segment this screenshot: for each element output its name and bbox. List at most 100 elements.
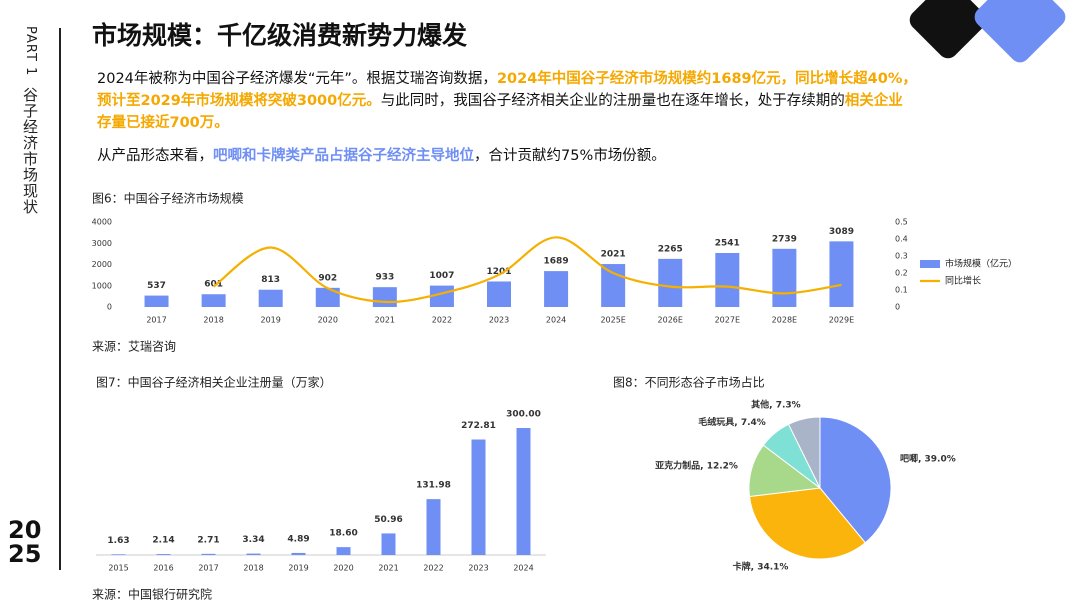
data-label: 2739 [772,234,797,244]
x-tick-label: 2023 [489,316,509,325]
title: 市场规模：千亿级消费新势力爆发 [92,21,468,50]
data-label: 933 [375,273,394,283]
bar [426,499,441,555]
bar [471,439,486,555]
x-tick-label: 2029E [829,316,854,325]
text: 与此同时，我国谷子经济相关企业的注册量也在逐年增长，处于存续期的 [380,93,845,109]
y2-tick-label: 0.1 [895,286,908,295]
x-tick-label: 2022 [432,316,452,325]
data-label: 1007 [429,271,454,281]
x-tick-label: 2017 [198,564,218,573]
x-tick-label: 2024 [513,564,533,573]
text: 从产品形态来看， [97,148,213,164]
bar [111,554,126,555]
data-label: 902 [318,273,337,283]
highlight: 相关企业存量已接近700万。 [97,93,903,131]
year-top: 20 [8,516,42,544]
data-label: 4.89 [287,534,309,544]
paragraph: 2024年被称为中国谷子经济爆发“元年”。根据艾瑞咨询数据，2024年中国谷子经… [97,68,917,134]
x-tick-label: 2028E [772,316,797,325]
data-label: 1201 [486,267,511,277]
bar [372,287,397,307]
bar [381,533,396,555]
bar [315,287,340,307]
bar [258,289,283,307]
data-label: 2.71 [197,535,219,545]
legend-label: 市场规模（亿元） [945,258,1017,270]
x-tick-label: 2019 [288,564,308,573]
y-tick-label: 1000 [92,281,112,290]
y-tick-label: 4000 [92,218,112,227]
x-tick-label: 2018 [243,564,263,573]
y-tick-label: 0 [107,303,112,312]
bar [336,547,351,555]
bar [487,281,511,307]
slice [787,416,821,489]
data-label: 18.60 [329,529,357,539]
data-label: 2541 [715,239,740,249]
x-tick-label: 2016 [153,564,173,573]
y2-tick-label: 0.3 [895,252,908,261]
chart-title: 图6：中国谷子经济市场规模 [92,191,244,206]
section: 谷子经济市场现状 [21,86,39,215]
data-label: 2021 [601,250,626,260]
y2-tick-label: 0.2 [895,269,908,278]
bar [201,553,216,555]
data-label: 813 [261,275,280,285]
bar [201,294,226,307]
x-tick-label: 2017 [146,316,166,325]
bar [544,271,569,307]
x-tick-label: 2024 [546,316,566,325]
highlight: 吧唧和卡牌类产品占据谷子经济主导地位 [213,148,474,164]
bar [144,295,169,307]
y2-tick-label: 0.4 [895,235,908,244]
text: 2024年被称为中国谷子经济爆发“元年”。根据艾瑞咨询数据， [97,71,497,87]
x-tick-label: 2027E [715,316,740,325]
x-tick-label: 2021 [375,316,395,325]
chart-title: 图8：不同形态谷子市场占比 [613,375,765,390]
bar [246,553,261,555]
y-tick-label: 2000 [92,260,112,269]
data-label: 2.14 [152,536,174,546]
data-label: 1689 [544,257,569,267]
x-tick-label: 2021 [378,564,398,573]
bar [715,253,740,307]
slice [819,416,892,544]
data-label: 300.00 [506,410,541,420]
bar [658,258,683,307]
legend-swatch [920,260,940,268]
x-tick-label: 2019 [261,316,281,325]
source: 来源：艾瑞咨询 [92,339,176,354]
x-tick-label: 2025E [600,316,625,325]
data-label: 537 [147,281,166,291]
data-label: 卡牌, 34.1% [733,560,789,572]
x-tick-label: 2022 [423,564,443,573]
bar [772,248,797,307]
data-label: 272.81 [461,421,496,431]
data-label: 3.34 [242,535,264,545]
bar [516,428,531,555]
bar [291,552,306,555]
deco-black [909,0,987,59]
year: 20 25 [8,518,41,566]
data-label: 吧唧, 39.0% [900,454,956,465]
paragraph: 从产品形态来看，吧唧和卡牌类产品占据谷子经济主导地位，合计贡献约75%市场份额。 [97,145,917,167]
data-label: 亚克力制品, 12.2% [655,459,738,471]
data-label: 50.96 [374,515,402,525]
data-label: 2265 [658,244,683,254]
x-tick-label: 2026E [658,316,683,325]
legend-label: 同比增长 [945,275,981,287]
year-bottom: 25 [8,540,42,568]
data-label: 131.98 [416,481,451,491]
deco-blue [974,0,1066,63]
x-tick-label: 2015 [108,564,128,573]
bar [601,264,626,307]
data-label: 601 [204,280,223,290]
text: ，合计贡献约75%市场份额。 [474,148,666,164]
x-tick-label: 2020 [333,564,353,573]
sidebar: PART 1 谷子经济市场现状 [20,26,41,215]
highlight: 2024年中国谷子经济市场规模约1689亿元，同比增长超40%，预计至2029年… [97,71,917,109]
x-tick-label: 2018 [203,316,223,325]
